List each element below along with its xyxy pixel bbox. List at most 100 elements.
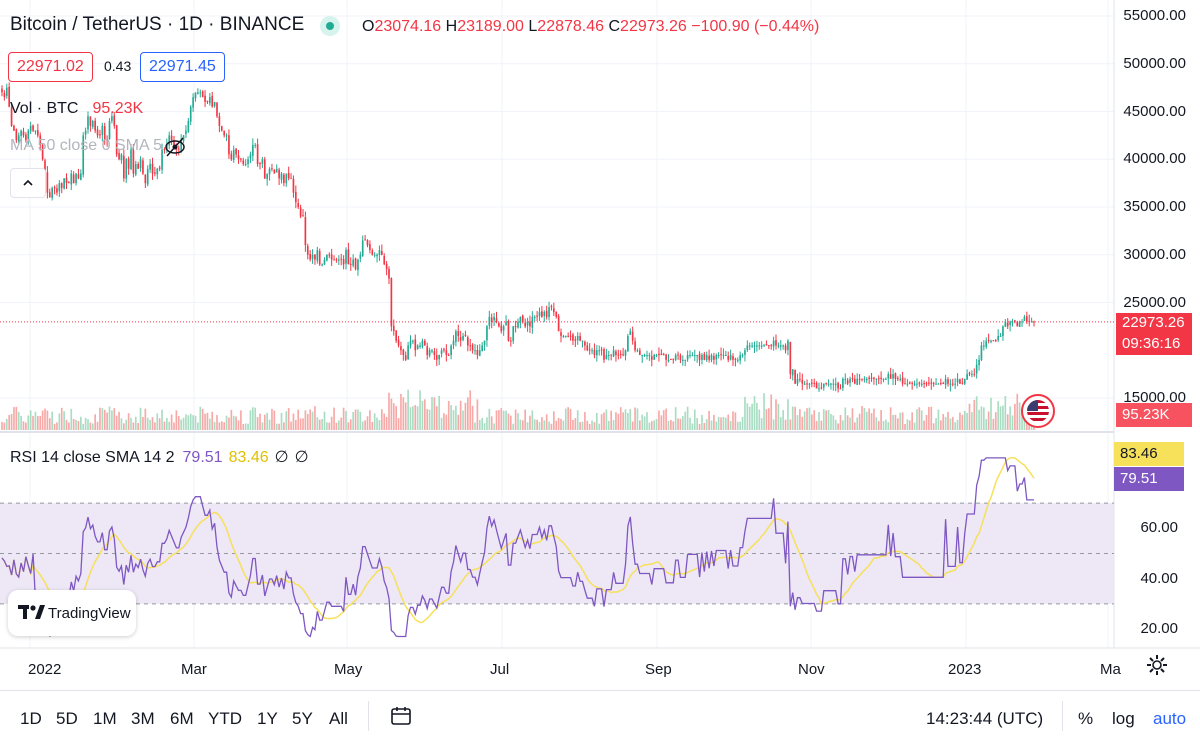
timeframe-button-5d[interactable]: 5D — [56, 709, 78, 728]
timeframe-button-1y[interactable]: 1Y — [257, 709, 278, 728]
volume-bar — [562, 420, 565, 430]
volume-bar — [404, 402, 407, 430]
volume-bar — [17, 411, 20, 430]
volume-bar — [208, 418, 211, 430]
volume-bar — [939, 420, 942, 430]
candle-body — [388, 269, 390, 279]
candle-body — [982, 345, 985, 347]
volume-bar — [498, 410, 500, 430]
volume-bar — [739, 421, 742, 430]
sell-button[interactable]: 22971.02 — [8, 52, 93, 82]
date-range-icon[interactable] — [390, 705, 412, 732]
candle-body — [163, 149, 166, 151]
candle-body — [247, 159, 249, 165]
timeframe-button-ytd[interactable]: YTD — [208, 709, 242, 728]
volume-bar — [569, 409, 572, 430]
volume-bar — [323, 411, 326, 430]
volume-bar — [490, 416, 493, 430]
candle-body — [139, 159, 142, 169]
candle-body — [371, 250, 374, 255]
eye-off-icon[interactable] — [163, 136, 187, 163]
volume-bar — [354, 409, 357, 430]
volume-bar — [935, 418, 937, 430]
timeframe-button-3m[interactable]: 3M — [131, 709, 155, 728]
settings-gear-icon[interactable] — [1146, 654, 1168, 682]
candle-body — [180, 140, 183, 151]
volume-bar — [622, 412, 624, 430]
volume-bar — [237, 420, 240, 430]
candle-body — [715, 355, 718, 360]
auto-toggle[interactable]: auto — [1153, 709, 1187, 728]
volume-bar — [543, 420, 546, 430]
candle-body — [624, 350, 627, 356]
volume-bar — [130, 417, 132, 430]
candle-body — [842, 378, 844, 388]
candle-body — [309, 253, 312, 260]
volume-bar — [204, 413, 206, 430]
candle-body — [772, 340, 775, 347]
volume-bar — [557, 417, 560, 430]
timeframe-button-1d[interactable]: 1D — [20, 709, 42, 728]
timeframe-button-all[interactable]: All — [329, 709, 348, 728]
volume-bar — [978, 409, 980, 430]
timeframe-button-1m[interactable]: 1M — [93, 709, 117, 728]
symbol-title[interactable]: Bitcoin / TetherUS · 1D · BINANCE — [10, 14, 305, 35]
volume-bar — [1016, 393, 1019, 430]
volume-bar — [247, 423, 249, 430]
candle-body — [536, 315, 538, 317]
volume-bar — [720, 417, 722, 430]
candle-body — [524, 323, 527, 327]
candle-body — [3, 93, 6, 98]
rsi-sma-tag: 83.46 — [1114, 442, 1184, 466]
volume-bar — [328, 422, 331, 430]
volume-bar — [337, 420, 340, 430]
volume-bar — [230, 409, 233, 430]
tradingview-badge[interactable]: TradingView — [8, 590, 136, 636]
volume-bar — [713, 414, 715, 430]
volume-bar — [1018, 402, 1021, 430]
volume-bar — [58, 413, 61, 430]
candle-body — [939, 383, 942, 385]
volume-legend[interactable]: Vol · BTC 95.23K — [10, 100, 144, 117]
timeframe-button-6m[interactable]: 6M — [170, 709, 194, 728]
candle-body — [63, 178, 65, 189]
volume-bar — [813, 410, 816, 430]
collapse-chevron-icon[interactable] — [10, 168, 46, 198]
log-toggle[interactable]: log — [1112, 709, 1135, 728]
utc-clock[interactable]: 14:23:44 (UTC) — [926, 709, 1044, 728]
volume-bar — [438, 395, 441, 430]
candle-body — [65, 177, 68, 184]
volume-value: 95.23K — [92, 100, 144, 117]
volume-bar — [261, 422, 264, 430]
volume-bar — [220, 421, 223, 430]
volume-bar — [641, 414, 644, 430]
percent-toggle[interactable]: % — [1078, 709, 1094, 728]
volume-bar — [321, 419, 323, 430]
volume-bar — [627, 413, 629, 430]
candle-body — [299, 207, 302, 217]
price-chart-canvas[interactable] — [0, 0, 1200, 690]
candle-body — [930, 382, 933, 384]
volume-bar — [1, 421, 3, 430]
ma-legend[interactable]: MA 50 close 0 SMA 5 — [10, 137, 163, 154]
candle-body — [161, 149, 163, 170]
rsi-legend[interactable]: RSI 14 close SMA 14 2 79.51 83.46 ∅ ∅ — [10, 449, 309, 466]
compare-flag-icon[interactable] — [1021, 394, 1055, 428]
candle-body — [5, 87, 8, 97]
volume-bar — [318, 419, 321, 430]
candle-body — [385, 263, 388, 270]
candle-body — [681, 359, 684, 362]
volume-bar — [122, 423, 125, 430]
buy-button[interactable]: 22971.45 — [140, 52, 225, 82]
candle-body — [767, 345, 770, 347]
candle-body — [576, 335, 579, 341]
timeframe-button-5y[interactable]: 5Y — [292, 709, 313, 728]
candle-body — [990, 340, 992, 342]
candle-body — [815, 383, 818, 389]
candle-body — [923, 383, 925, 385]
volume-bar — [8, 415, 11, 430]
candle-body — [579, 335, 581, 341]
volume-bar — [416, 406, 419, 430]
volume-bar — [612, 420, 615, 430]
candle-body — [416, 345, 419, 349]
